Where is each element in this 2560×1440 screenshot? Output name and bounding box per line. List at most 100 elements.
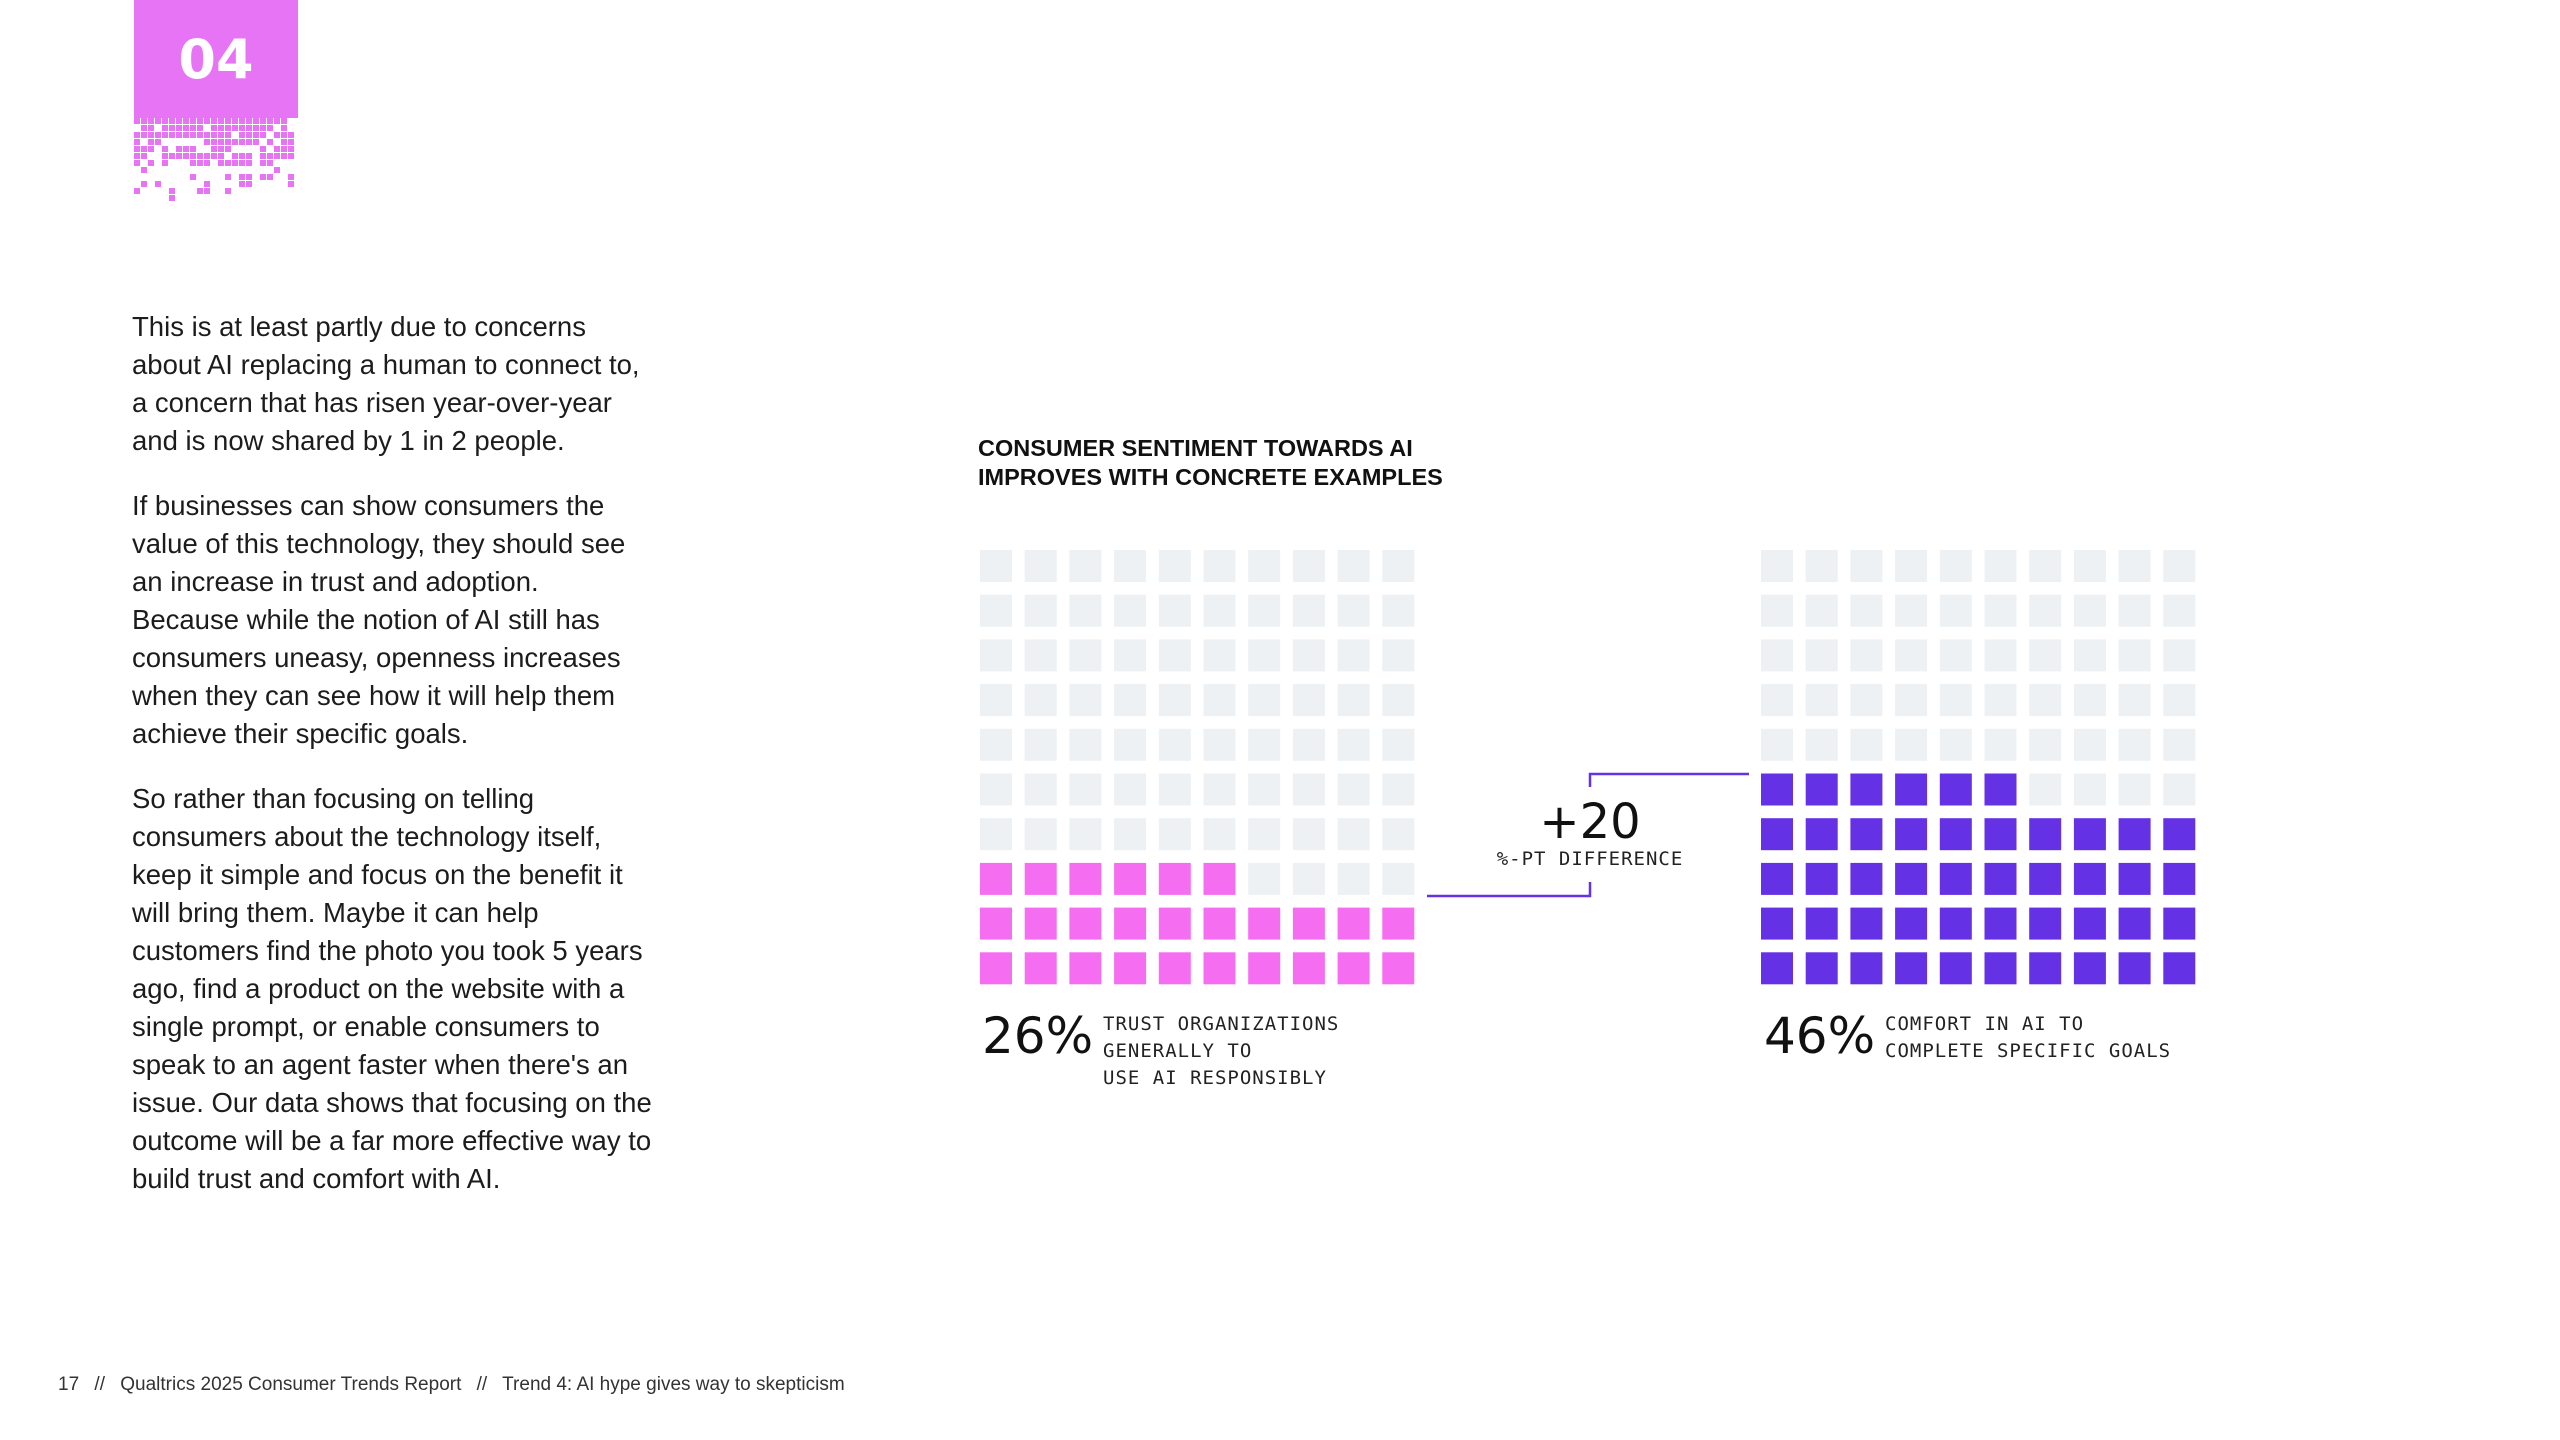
body-paragraph: If businesses can show consumers the val… — [132, 490, 626, 749]
waffle-cell-empty — [2029, 684, 2062, 717]
pixel-fade-square — [267, 139, 273, 145]
waffle-cell-empty — [1069, 684, 1102, 717]
waffle-cell-empty — [1292, 773, 1325, 806]
pixel-fade-square — [267, 160, 273, 166]
waffle-cell-empty — [1805, 684, 1838, 717]
pixel-fade-square — [267, 153, 273, 159]
waffle-cell-empty — [1382, 684, 1415, 717]
waffle-cell-empty — [2118, 773, 2151, 806]
pixel-fade-square — [162, 160, 168, 166]
waffle-cell-filled — [980, 907, 1012, 940]
waffle-cell-empty — [2163, 550, 2196, 582]
pixel-fade-square — [204, 118, 210, 124]
waffle-cell-empty — [1114, 684, 1147, 717]
waffle-cell-filled — [2163, 818, 2196, 851]
pixel-fade-square — [148, 160, 154, 166]
pixel-fade-square — [246, 125, 252, 131]
waffle-cell-filled — [1984, 862, 2017, 895]
comfort-percent-label: 46% — [1764, 1007, 1875, 1065]
waffle-cell-empty — [1761, 639, 1793, 672]
pixel-fade-square — [211, 118, 217, 124]
pixel-fade-square — [225, 139, 231, 145]
waffle-cell-empty — [1292, 639, 1325, 672]
pixel-fade-square — [162, 153, 168, 159]
pixel-fade-square — [148, 132, 154, 138]
waffle-cell-empty — [1805, 550, 1838, 582]
waffle-cell-empty — [1024, 773, 1057, 806]
waffle-cell-filled — [1895, 907, 1928, 940]
pixel-fade-square — [190, 132, 196, 138]
waffle-cell-empty — [1292, 862, 1325, 895]
pixel-fade-square — [267, 174, 273, 180]
pixel-fade-square — [134, 153, 140, 159]
waffle-cell-filled — [1984, 818, 2017, 851]
pixel-fade-square — [141, 167, 147, 173]
footer-separator: // — [94, 1374, 105, 1395]
pixel-fade-square — [204, 160, 210, 166]
waffle-cell-empty — [1761, 550, 1793, 582]
waffle-cell-empty — [2163, 594, 2196, 627]
waffle-cell-empty — [1248, 639, 1281, 672]
waffle-cell-empty — [1203, 639, 1236, 672]
pixel-fade-square — [197, 153, 203, 159]
pixel-fade-square — [246, 118, 252, 124]
waffle-cell-empty — [980, 773, 1012, 806]
waffle-cell-filled — [1248, 952, 1281, 985]
waffle-cell-filled — [1895, 773, 1928, 806]
pixel-fade-square — [155, 181, 161, 187]
pixel-fade-square — [288, 181, 294, 187]
pixel-fade-square — [267, 118, 273, 124]
waffle-cell-empty — [1337, 862, 1370, 895]
waffle-cell-filled — [2118, 862, 2151, 895]
waffle-cell-filled — [1895, 862, 1928, 895]
waffle-cell-empty — [1805, 639, 1838, 672]
waffle-cell-empty — [1248, 862, 1281, 895]
waffle-cell-empty — [2029, 639, 2062, 672]
waffle-cell-empty — [1069, 550, 1102, 582]
waffle-cell-filled — [1382, 952, 1415, 985]
waffle-cell-empty — [1203, 818, 1236, 851]
waffle-cell-empty — [1248, 594, 1281, 627]
waffle-cell-filled — [1939, 952, 1972, 985]
pixel-fade-square — [183, 132, 189, 138]
waffle-cell-filled — [1761, 862, 1793, 895]
waffle-cell-empty — [1069, 639, 1102, 672]
pixel-fade-decoration — [134, 118, 294, 201]
waffle-cell-empty — [1939, 684, 1972, 717]
waffle-cell-empty — [1895, 728, 1928, 761]
pixel-fade-square — [176, 132, 182, 138]
waffle-cell-empty — [1850, 594, 1883, 627]
waffle-cell-empty — [2163, 773, 2196, 806]
trend-title: Trend 4: AI hype gives way to skepticism — [502, 1374, 845, 1395]
pixel-fade-square — [267, 125, 273, 131]
pixel-fade-square — [197, 160, 203, 166]
pixel-fade-square — [183, 146, 189, 152]
waffle-cell-filled — [2029, 818, 2062, 851]
pixel-fade-square — [239, 153, 245, 159]
pixel-fade-square — [232, 139, 238, 145]
pixel-fade-square — [239, 132, 245, 138]
pixel-fade-square — [288, 146, 294, 152]
waffle-cell-empty — [1761, 684, 1793, 717]
waffle-cell-empty — [1158, 639, 1191, 672]
pixel-fade-square — [134, 118, 140, 124]
waffle-cell-empty — [1158, 594, 1191, 627]
waffle-cell-filled — [2118, 952, 2151, 985]
waffle-cell-empty — [2073, 684, 2106, 717]
pixel-fade-square — [274, 146, 280, 152]
waffle-cell-filled — [1203, 907, 1236, 940]
waffle-cell-empty — [1984, 684, 2017, 717]
waffle-cell-empty — [1850, 728, 1883, 761]
pixel-fade-square — [155, 139, 161, 145]
pixel-fade-square — [155, 118, 161, 124]
pixel-fade-square — [246, 174, 252, 180]
pixel-fade-square — [141, 118, 147, 124]
waffle-cell-empty — [1761, 594, 1793, 627]
waffle-cell-filled — [1337, 952, 1370, 985]
waffle-cell-empty — [1850, 684, 1883, 717]
waffle-cell-empty — [1024, 818, 1057, 851]
waffle-cell-empty — [2073, 639, 2106, 672]
waffle-cell-filled — [1024, 907, 1057, 940]
waffle-cell-empty — [1024, 728, 1057, 761]
waffle-cell-filled — [2029, 952, 2062, 985]
